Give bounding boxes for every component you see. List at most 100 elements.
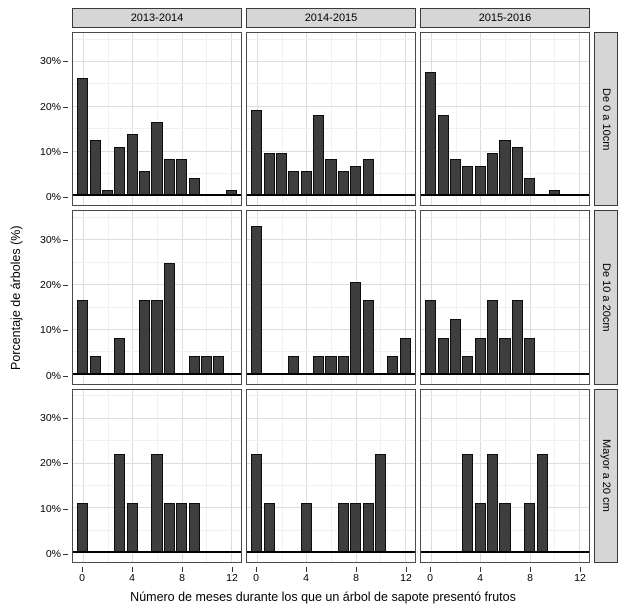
gridline-minor-v — [455, 389, 457, 562]
gridline-minor-v — [505, 211, 506, 384]
y-tick-label: 30% — [39, 233, 61, 246]
bar-x5 — [313, 115, 325, 197]
bar-x3 — [462, 165, 474, 197]
facet-col-label: 2014-2015 — [304, 12, 358, 24]
y-axis-ticks-row-3: 30% 20% 10% 0% — [28, 389, 68, 563]
bar-x7 — [337, 171, 349, 197]
bar-x8 — [524, 337, 536, 375]
gridline-minor-h — [421, 484, 589, 486]
gridline-major-v — [405, 211, 407, 384]
panel-0-10cm-2015-2016 — [420, 32, 590, 207]
gridline-major-v — [231, 389, 233, 562]
gridline-minor-v — [331, 33, 332, 206]
x-tick-mark — [306, 566, 307, 572]
faceted-bar-chart: 2013-2014 2014-2015 2015-2016 Porcentaje… — [8, 8, 618, 607]
gridline-major-h — [421, 417, 589, 419]
bar-x8 — [176, 503, 188, 554]
panel-0-10cm-2013-2014 — [72, 32, 242, 207]
gridline-minor-h — [73, 440, 241, 442]
gridline-minor-v — [206, 211, 208, 384]
bar-x7 — [511, 146, 523, 197]
gridline-major-v — [355, 389, 357, 562]
bar-x6 — [499, 337, 511, 375]
gridline-minor-v — [206, 389, 208, 562]
y-axis-title: Porcentaje de árboles (%) — [9, 225, 23, 370]
gridline-minor-v — [157, 211, 158, 384]
panel-0-10cm-2014-2015 — [246, 32, 416, 207]
facet-row-label: De 10 a 20cm — [600, 263, 612, 332]
gridline-minor-v — [380, 33, 382, 206]
gridline-major-v — [355, 33, 357, 206]
x-tick-label: 0 — [427, 571, 433, 584]
bar-x6 — [151, 299, 163, 375]
gridline-minor-h — [247, 395, 415, 397]
panel-mayor-20cm-2015-2016 — [420, 388, 590, 563]
gridline-minor-v — [281, 211, 283, 384]
bar-x6 — [499, 503, 511, 554]
bar-x6 — [151, 453, 163, 554]
y-tick-label: 10% — [39, 502, 61, 515]
bar-x2 — [450, 159, 462, 197]
zero-axis-line — [73, 194, 241, 197]
y-tick-mark — [63, 285, 68, 287]
gridline-minor-v — [380, 211, 382, 384]
facet-col-strip-2: 2014-2015 — [246, 8, 416, 28]
bar-x8 — [176, 159, 188, 197]
gridline-minor-v — [505, 33, 506, 206]
gridline-minor-v — [455, 211, 457, 384]
panel-mayor-20cm-2013-2014 — [72, 388, 242, 563]
bar-x9 — [362, 299, 374, 375]
x-tick-mark — [355, 566, 357, 572]
bar-x9 — [536, 453, 548, 554]
y-tick-label: 0% — [45, 369, 61, 382]
x-tick-mark — [181, 566, 183, 572]
gridline-minor-v — [331, 211, 332, 384]
gridline-major-v — [306, 211, 308, 384]
gridline-minor-h — [247, 440, 415, 442]
x-tick-label: 8 — [179, 571, 185, 584]
panel-mayor-20cm-2014-2015 — [246, 388, 416, 563]
y-tick-label: 20% — [39, 279, 61, 292]
y-tick-mark — [63, 463, 68, 465]
gridline-major-h — [247, 328, 415, 330]
bar-x7 — [337, 503, 349, 554]
bar-x8 — [350, 165, 362, 197]
bar-x2 — [276, 152, 288, 197]
gridline-major-h — [421, 284, 589, 286]
gridline-major-v — [132, 211, 134, 384]
bar-x5 — [139, 299, 151, 375]
gridline-major-v — [579, 211, 581, 384]
bar-x7 — [163, 159, 175, 197]
bar-x9 — [362, 503, 374, 554]
y-tick-mark — [63, 151, 68, 153]
x-tick-label: 4 — [303, 571, 309, 584]
y-tick-mark — [63, 418, 68, 420]
gridline-minor-h — [421, 440, 589, 442]
gridline-minor-h — [247, 529, 415, 531]
y-tick-label: 30% — [39, 55, 61, 68]
x-tick-mark — [82, 566, 83, 572]
gridline-major-h — [73, 61, 241, 63]
bar-x5 — [487, 152, 499, 197]
bar-x8 — [350, 281, 362, 375]
y-tick-label: 20% — [39, 100, 61, 113]
x-tick-mark — [406, 566, 407, 572]
gridline-major-h — [73, 105, 241, 107]
bar-x7 — [163, 262, 175, 375]
bar-x0 — [425, 299, 437, 375]
zero-axis-line — [73, 372, 241, 375]
bar-x4 — [126, 134, 138, 197]
gridline-major-v — [132, 389, 134, 562]
gridline-minor-v — [281, 33, 283, 206]
facet-col-strip-1: 2013-2014 — [72, 8, 242, 28]
bar-x4 — [474, 165, 486, 197]
x-tick-label: 12 — [574, 571, 586, 584]
gridline-minor-h — [421, 395, 589, 397]
gridline-minor-h — [421, 306, 589, 308]
y-axis-ticks-row-1: 30% 20% 10% 0% — [28, 32, 68, 206]
facet-row-strip-1: De 0 a 10cm — [594, 32, 618, 207]
y-tick-label: 0% — [45, 547, 61, 560]
y-axis-ticks-row-2: 30% 20% 10% 0% — [28, 210, 68, 384]
gridline-minor-h — [247, 83, 415, 85]
gridline-major-v — [579, 389, 581, 562]
